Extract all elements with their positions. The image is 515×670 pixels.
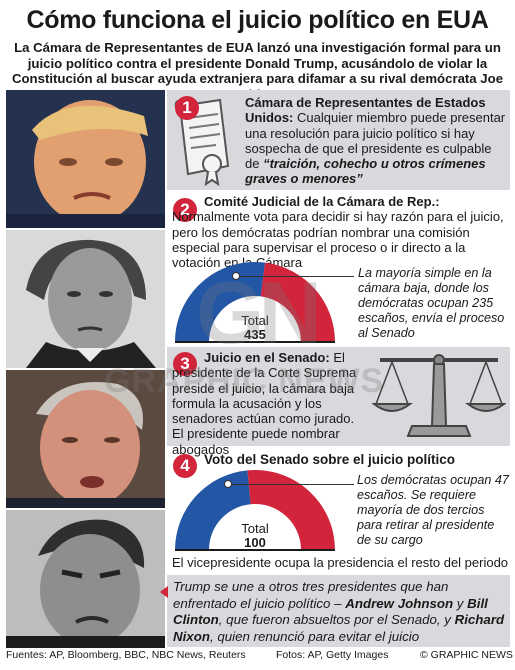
seat-segment-republicanos bbox=[247, 470, 335, 550]
scales-of-justice-icon bbox=[371, 352, 507, 440]
step-1-text: Cámara de Representantes de Estados Unid… bbox=[245, 95, 507, 187]
house-total-value: 435 bbox=[244, 327, 266, 342]
step-1-quote: “traición, cohecho u otros crímenes grav… bbox=[245, 156, 486, 187]
house-seat-chart bbox=[175, 262, 335, 343]
footer-credit: © GRAPHIC NEWS bbox=[420, 649, 513, 661]
step-4-badge: 4 bbox=[173, 454, 197, 478]
house-chart-note: La mayoría simple en la cámara baja, don… bbox=[358, 266, 505, 340]
photo-trump bbox=[6, 90, 165, 228]
house-pointer-line bbox=[236, 276, 354, 277]
closing-part-1: Trump se une a otros tres presidentes qu… bbox=[173, 579, 449, 611]
step-2-text: Comité Judicial de la Cámara de Rep.: No… bbox=[172, 194, 510, 270]
closing-panel bbox=[167, 575, 510, 647]
step-1-body: Cualquier miembro puede presentar una re… bbox=[245, 110, 506, 172]
house-pointer-dot bbox=[232, 272, 240, 280]
closing-part-4: , quien renunció para evitar el juicio bbox=[209, 628, 420, 644]
house-total-label: Total bbox=[241, 313, 269, 328]
closing-name-johnson: Andrew Johnson bbox=[345, 595, 454, 611]
page-title: Cómo funciona el juicio político en EUA bbox=[26, 6, 489, 34]
photo-richard-nixon bbox=[6, 510, 165, 648]
seat-segment-demócratas bbox=[175, 262, 266, 342]
photo-bill-clinton bbox=[6, 370, 165, 508]
step-1-heading: Cámara de Representantes de Estados Unid… bbox=[245, 95, 486, 126]
step-2-heading: Comité Judicial de la Cámara de Rep.: bbox=[204, 194, 440, 209]
seat-segment-republicanos bbox=[260, 262, 335, 342]
closing-part-2: y bbox=[453, 595, 468, 611]
photo-andrew-johnson bbox=[6, 230, 165, 368]
senate-chart-note: Los demócratas ocupan 47 escaños. Se req… bbox=[357, 473, 509, 547]
senate-seat-chart bbox=[175, 470, 335, 551]
senate-pointer-dot bbox=[224, 480, 232, 488]
senate-total: Total 100 bbox=[220, 522, 290, 550]
senate-total-value: 100 bbox=[244, 535, 266, 550]
step-3-body: El presidente de la Corte Suprema presid… bbox=[172, 350, 357, 457]
step-4-footnote: El vicepresidente ocupa la presidencia e… bbox=[172, 555, 509, 570]
footer-sources: Fuentes: AP, Bloomberg, BBC, NBC News, R… bbox=[6, 649, 246, 661]
step-2-body: Normalmente vota para decidir si hay raz… bbox=[172, 209, 504, 271]
seat-segment-demócratas bbox=[175, 470, 251, 550]
step-4-heading: Voto del Senado sobre el juicio político bbox=[204, 452, 456, 467]
closing-name-nixon: Richard Nixon bbox=[173, 612, 505, 644]
step-3-heading: Juicio en el Senado: bbox=[204, 350, 330, 365]
step-3-text: Juicio en el Senado: El presidente de la… bbox=[172, 350, 368, 457]
senate-total-label: Total bbox=[241, 521, 269, 536]
step-3-badge: 3 bbox=[173, 352, 197, 376]
closing-name-clinton: Bill Clinton bbox=[173, 595, 488, 628]
closing-part-3: , que fueron absueltos por el Senado, y bbox=[218, 612, 455, 627]
senate-pointer-line bbox=[228, 484, 354, 485]
closing-pointer bbox=[160, 586, 168, 598]
step-1-badge: 1 bbox=[175, 96, 199, 120]
closing-text: Trump se une a otros tres presidentes qu… bbox=[173, 579, 507, 645]
house-total: Total 435 bbox=[220, 314, 290, 342]
footer-photos: Fotos: AP, Getty Images bbox=[276, 649, 389, 661]
step-2-badge: 2 bbox=[173, 198, 197, 222]
